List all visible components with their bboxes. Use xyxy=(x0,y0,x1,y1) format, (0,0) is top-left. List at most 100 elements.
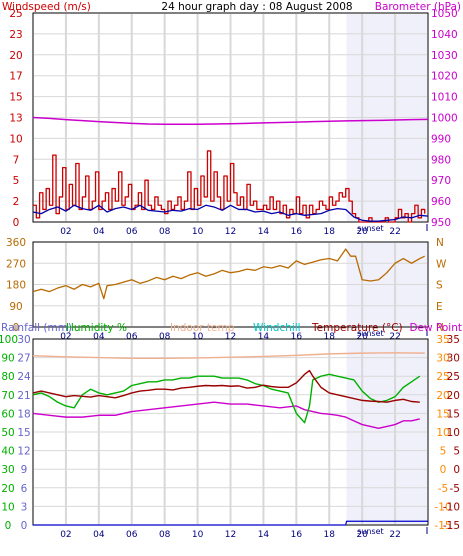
legend-windchill: Windchill xyxy=(253,322,301,334)
windspeed-tick-label: 23 xyxy=(9,29,22,41)
legend-dew-point: Dew Point xyxy=(409,322,462,334)
rainfall-tick-label: 18 xyxy=(17,408,30,420)
temperature-line xyxy=(32,369,420,403)
hour-tick-label: 12 xyxy=(225,530,236,540)
hour-tick-label: 16 xyxy=(291,227,303,237)
rainfall-tick-label: 3 xyxy=(21,501,28,513)
rainfall-tick-label: 6 xyxy=(21,483,28,495)
temperature-panel: 02 04 06 08 10 12 14 16 18 20 22sunset010203040506… xyxy=(0,322,462,540)
wind-average-line xyxy=(32,204,429,222)
hour-tick-label: 22 xyxy=(389,332,400,342)
hour-tick-label: 10 xyxy=(192,530,204,540)
hour-tick-label: 04 xyxy=(93,530,105,540)
direction-panel: 02 04 06 08 10 12 14 16 18 20 22 sunset 360 270 180 90 0… xyxy=(6,237,447,342)
direction-tick-label: 270 xyxy=(6,258,26,270)
indoor-temp-line xyxy=(32,352,425,360)
temperature-tick-label: 5 xyxy=(440,446,447,458)
humidity-tick-label: 20 xyxy=(1,483,14,495)
barometer-tick-label: 1010 xyxy=(431,92,458,104)
direction-tick-label: 180 xyxy=(6,280,26,292)
barometer-tick-label: 1050 xyxy=(431,8,458,20)
legend-temperature: Temperature (°C) xyxy=(311,322,403,334)
direction-tick-label: 0 xyxy=(13,322,20,334)
hour-tick-label: 20 xyxy=(356,332,368,342)
rainfall-tick-label: 24 xyxy=(17,371,31,383)
hour-tick-label: 10 xyxy=(192,227,204,237)
direction-tick-label: 360 xyxy=(6,237,26,249)
windspeed-tick-label: 7 xyxy=(13,154,20,166)
hour-tick-label: 06 xyxy=(126,530,138,540)
chart-title: 24 hour graph day : 08 August 2008 xyxy=(161,1,352,13)
hour-tick-label: 08 xyxy=(159,332,171,342)
hour-tick-label: 04 xyxy=(93,332,105,342)
hour-tick-label: 16 xyxy=(291,530,303,540)
hour-tick-label: 12 xyxy=(225,227,236,237)
windspeed-tick-label: 5 xyxy=(13,175,20,187)
temperature-tick-label: 25 xyxy=(436,371,449,383)
hour-tick-label: 18 xyxy=(324,227,336,237)
dewpoint-tick-label: -5 xyxy=(450,483,460,495)
windspeed-tick-label: 2 xyxy=(13,196,20,208)
temperature-tick-label: -15 xyxy=(434,520,451,532)
sunset-label: sunset xyxy=(357,527,384,536)
rainfall-tick-label: 15 xyxy=(17,427,30,439)
wind-direction-line xyxy=(32,248,425,300)
barometer-tick-label: 950 xyxy=(431,217,451,229)
hour-tick-label: 20 xyxy=(356,530,368,540)
temperature-tick-label: 35 xyxy=(436,334,449,346)
legend-humidity: Humidity % xyxy=(66,322,127,334)
rainfall-tick-label: 12 xyxy=(17,446,30,458)
humidity-tick-label: 80 xyxy=(1,371,14,383)
hour-tick-label: 16 xyxy=(291,332,303,342)
dewpoint-tick-label: 20 xyxy=(447,390,460,402)
barometer-tick-label: 1020 xyxy=(431,71,458,83)
hour-tick-label: 14 xyxy=(258,227,270,237)
humidity-tick-label: 60 xyxy=(1,408,14,420)
hour-tick-label: 08 xyxy=(159,530,171,540)
barometer-tick-label: 960 xyxy=(431,196,451,208)
dew-point-line xyxy=(32,401,420,429)
compass-tick-label: E xyxy=(436,301,443,313)
windspeed-tick-label: 15 xyxy=(9,92,22,104)
windspeed-tick-label: 20 xyxy=(9,50,22,62)
temperature-tick-label: 0 xyxy=(440,464,447,476)
barometer-tick-label: 1040 xyxy=(431,29,458,41)
humidity-tick-label: 70 xyxy=(1,390,14,402)
humidity-tick-label: 100 xyxy=(0,334,18,346)
legend-rainfall: Rainfall (mm) xyxy=(1,322,72,334)
hour-tick-label: 02 xyxy=(60,332,71,342)
legend-indoor-temp: Indoor temp xyxy=(170,322,235,334)
rainfall-tick-label: 21 xyxy=(17,390,30,402)
hour-tick-label: 14 xyxy=(258,530,270,540)
wind-baro-panel: 02 04 06 08 10 12 14 16 18 20 22sunset025710131517… xyxy=(2,1,461,237)
temperature-tick-label: 15 xyxy=(436,408,449,420)
rainfall-tick-label: 27 xyxy=(17,353,30,365)
barometer-tick-label: 1000 xyxy=(431,113,458,125)
barometer-axis-label: Barometer (hPa) xyxy=(375,1,461,13)
dewpoint-tick-label: 0 xyxy=(453,464,460,476)
dewpoint-tick-label: 10 xyxy=(447,427,460,439)
hour-tick-label: 18 xyxy=(324,332,336,342)
hour-tick-label: 04 xyxy=(93,227,105,237)
dewpoint-tick-label: 5 xyxy=(453,446,460,458)
hour-tick-label: 18 xyxy=(324,530,336,540)
compass-tick-label: W xyxy=(436,258,447,270)
barometer-tick-label: 980 xyxy=(431,154,451,166)
rainfall-tick-label: 0 xyxy=(21,520,28,532)
rainfall-tick-label: 30 xyxy=(17,334,30,346)
hour-tick-label: 06 xyxy=(126,227,138,237)
hour-tick-label: 10 xyxy=(192,332,204,342)
humidity-tick-label: 30 xyxy=(1,464,14,476)
windspeed-axis-label: Windspeed (m/s) xyxy=(2,1,91,13)
barometer-tick-label: 990 xyxy=(431,133,451,145)
barometer-tick-label: 970 xyxy=(431,175,451,187)
humidity-line xyxy=(32,373,421,424)
barometer-tick-label: 1030 xyxy=(431,50,458,62)
windspeed-tick-label: 13 xyxy=(9,113,22,125)
windspeed-tick-label: 10 xyxy=(9,133,22,145)
windspeed-tick-label: 17 xyxy=(9,71,22,83)
windspeed-tick-label: 0 xyxy=(13,217,20,229)
temperature-tick-label: 30 xyxy=(436,353,449,365)
